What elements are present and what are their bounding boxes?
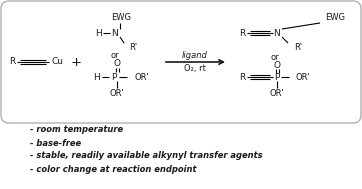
- Text: OR': OR': [135, 73, 150, 81]
- Text: - base-free: - base-free: [30, 139, 81, 147]
- Text: O: O: [274, 61, 281, 70]
- Text: P: P: [111, 73, 117, 81]
- Text: OR': OR': [270, 88, 285, 98]
- Text: R': R': [294, 43, 302, 51]
- Text: R: R: [9, 57, 15, 67]
- Text: N: N: [274, 29, 281, 37]
- Text: R: R: [239, 29, 245, 37]
- Text: EWG: EWG: [111, 13, 131, 22]
- Text: N: N: [111, 29, 118, 37]
- Text: O: O: [114, 60, 121, 68]
- Text: H: H: [94, 29, 101, 37]
- Text: - room temperature: - room temperature: [30, 125, 123, 135]
- Text: - stable, readily available alkynyl transfer agents: - stable, readily available alkynyl tran…: [30, 152, 262, 160]
- Text: H: H: [94, 73, 100, 81]
- Text: Cu: Cu: [51, 57, 63, 67]
- FancyBboxPatch shape: [1, 1, 361, 123]
- Text: - color change at reaction endpoint: - color change at reaction endpoint: [30, 164, 197, 174]
- Text: R: R: [239, 73, 245, 81]
- Text: O₂, rt: O₂, rt: [184, 64, 206, 73]
- Text: OR': OR': [110, 88, 125, 98]
- Text: or: or: [111, 50, 119, 60]
- Text: OR': OR': [296, 73, 310, 81]
- Text: or: or: [271, 53, 279, 61]
- Text: P: P: [274, 73, 280, 81]
- Text: EWG: EWG: [325, 13, 345, 22]
- Text: +: +: [71, 56, 81, 68]
- Text: R': R': [129, 43, 137, 51]
- Text: ligand: ligand: [182, 50, 208, 60]
